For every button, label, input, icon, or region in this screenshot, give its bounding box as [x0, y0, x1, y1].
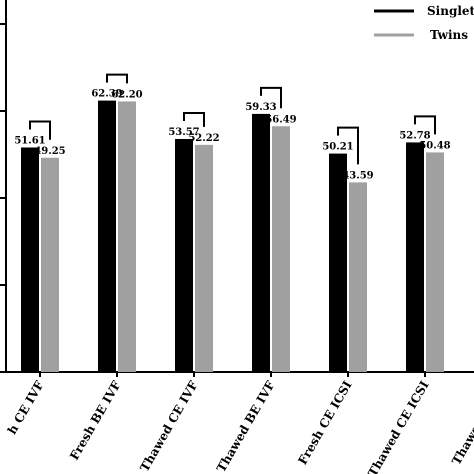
category-label: Thawed BE IVF — [214, 378, 278, 474]
bar-singletons-0 — [21, 147, 39, 372]
bar-singletons-3 — [252, 113, 270, 373]
significance-bracket — [183, 111, 205, 127]
value-label: 51.61 — [14, 135, 45, 146]
legend: Singletons Twins — [374, 4, 474, 42]
bar-singletons-5 — [406, 142, 424, 372]
bar-twins-5 — [426, 152, 444, 372]
significance-bracket — [106, 73, 128, 84]
legend-label-singletons: Singletons — [427, 4, 474, 18]
legend-label-twins: Twins — [430, 28, 468, 42]
value-label: 62.20 — [111, 89, 142, 100]
value-label: 62.39 — [91, 89, 122, 100]
significance-brackets — [29, 73, 436, 165]
significance-bracket — [260, 86, 282, 109]
significance-bracket — [337, 126, 359, 165]
bar-twins-4 — [349, 182, 367, 372]
value-label: 50.21 — [322, 142, 353, 153]
category-label: Fresh CE ICSI — [295, 378, 354, 467]
bar-singletons-4 — [329, 153, 347, 372]
bar-twins-2 — [195, 144, 213, 372]
axes — [0, 0, 474, 377]
bars — [21, 100, 444, 373]
category-labels: h CE IVF Fresh BE IVF Thawed CE IVF Thawed … — [5, 378, 474, 474]
value-label: 50.48 — [419, 140, 450, 151]
value-label: 53.57 — [168, 127, 199, 138]
category-label: Thawed CE IVF — [137, 378, 201, 474]
value-label: 49.25 — [34, 146, 65, 157]
bar-twins-1 — [118, 101, 136, 373]
significance-bracket — [414, 115, 436, 135]
category-label: Thawed BE IC — [449, 379, 474, 468]
category-label: Fresh BE IVF — [67, 378, 124, 462]
significance-bracket — [29, 120, 51, 140]
category-label: Thawed CE ICSI — [365, 378, 431, 474]
category-label: h CE IVF — [5, 378, 47, 437]
value-label: 52.78 — [399, 130, 430, 141]
bar-twins-0 — [41, 157, 59, 372]
value-label: 59.33 — [245, 102, 276, 113]
value-label: 56.49 — [265, 114, 296, 125]
bar-singletons-1 — [98, 100, 116, 372]
value-label: 43.59 — [342, 170, 373, 181]
bar-singletons-2 — [175, 138, 193, 372]
bar-twins-3 — [272, 126, 290, 373]
value-label: 52.22 — [188, 133, 219, 144]
